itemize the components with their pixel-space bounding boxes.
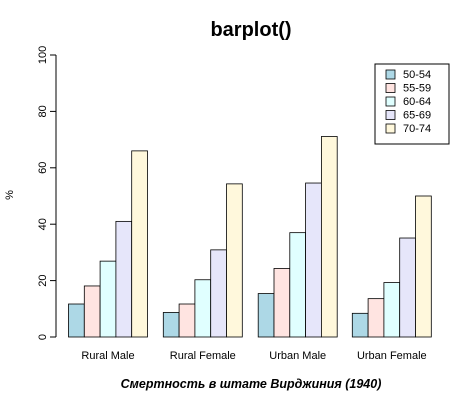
bar [83,285,101,338]
bar [131,150,148,338]
y-tick-label: 40 [37,218,49,230]
legend-swatch [385,83,396,93]
legend-swatch [385,123,396,134]
bar [320,136,338,338]
x-axis-label: Смертность в штате Вирджиния (1940) [121,377,382,391]
bar [99,260,117,338]
bar [351,312,369,338]
bar [226,183,243,338]
legend-label: 65-69 [403,110,431,122]
y-axis: 0 20 40 60 80 100 [37,46,57,340]
x-tick-label: Rural Female [170,350,236,362]
bar [273,268,291,338]
x-tick-label: Urban Female [357,350,427,362]
bar-group [351,195,432,338]
bar [178,303,196,338]
y-tick-label: 100 [37,46,49,64]
bars [68,136,432,338]
legend-swatch [385,110,396,120]
bar [383,282,401,338]
bar [415,195,432,338]
chart-title: barplot() [210,19,291,41]
x-tick-label: Rural Male [81,350,134,362]
bar-group [162,183,243,338]
y-tick-label: 20 [37,274,49,286]
y-tick-label: 80 [37,105,49,117]
legend-label: 70-74 [403,123,431,135]
x-tick-labels: Rural Male Rural Female Urban Male Urban Fe… [81,350,426,362]
bar [115,220,133,338]
bar [68,303,85,338]
y-axis-label: % [4,190,16,200]
legend-swatch [385,96,396,107]
x-tick-label: Urban Male [269,350,326,362]
bar [162,312,180,338]
bar [289,232,306,338]
y-tick-label: 0 [37,334,49,340]
bar [257,293,275,338]
bar-group [257,136,338,338]
bar [194,279,212,338]
bar [210,249,227,338]
legend-label: 50-54 [403,69,431,81]
bar [305,182,322,338]
legend-label: 60-64 [403,96,431,108]
legend-label: 55-59 [403,83,431,95]
bar [399,237,416,338]
legend-swatch [385,69,396,80]
bar-group [68,150,148,338]
bar [367,298,385,338]
y-tick-label: 60 [37,162,49,174]
